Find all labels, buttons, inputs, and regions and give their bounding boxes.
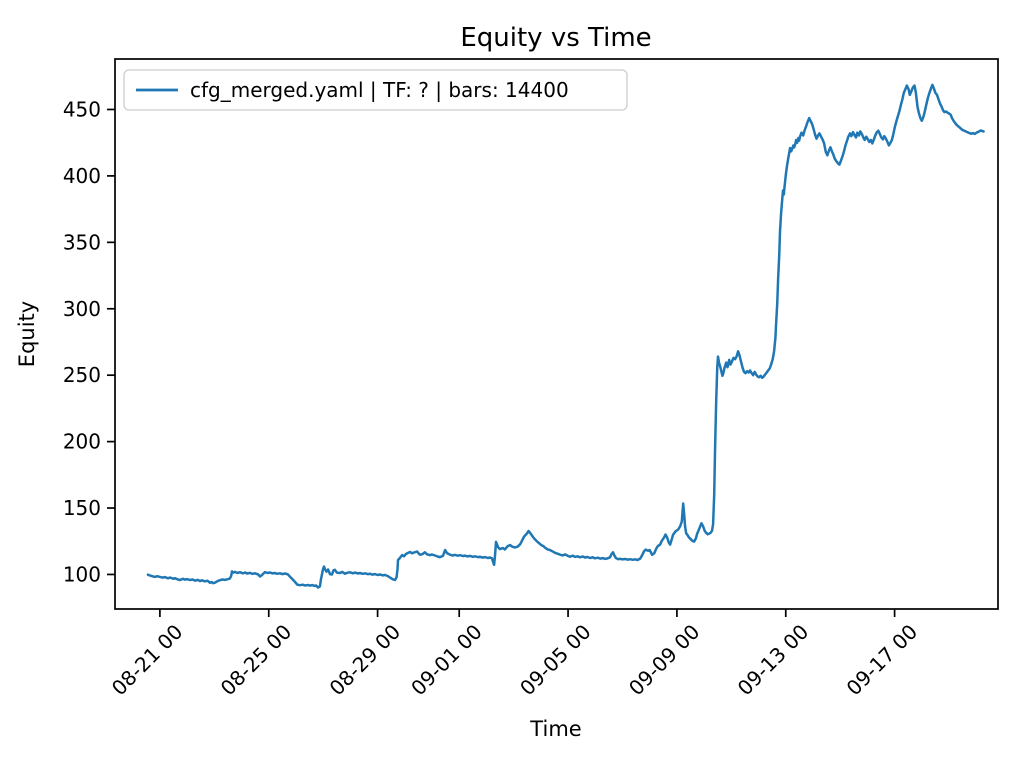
legend-label: cfg_merged.yaml | TF: ? | bars: 14400 [190, 78, 569, 102]
y-axis-ticks: 100 150 200 250 300 350 400 450 [63, 97, 115, 586]
y-axis-label: Equity [15, 301, 39, 367]
y-tick-label: 300 [63, 297, 101, 321]
chart-title: Equity vs Time [460, 23, 651, 53]
y-tick-label: 100 [63, 562, 101, 586]
y-tick-label: 350 [63, 230, 101, 254]
y-tick-label: 200 [63, 430, 101, 454]
plot-area [114, 58, 999, 610]
equity-line [146, 83, 985, 589]
legend-box [123, 69, 628, 111]
y-tick-label: 400 [63, 164, 101, 188]
y-tick-label: 450 [63, 97, 101, 121]
y-tick-label: 150 [63, 496, 101, 520]
x-axis-label: Time [529, 717, 581, 741]
y-tick-label: 250 [63, 363, 101, 387]
legend: cfg_merged.yaml | TF: ? | bars: 14400 [123, 69, 628, 111]
